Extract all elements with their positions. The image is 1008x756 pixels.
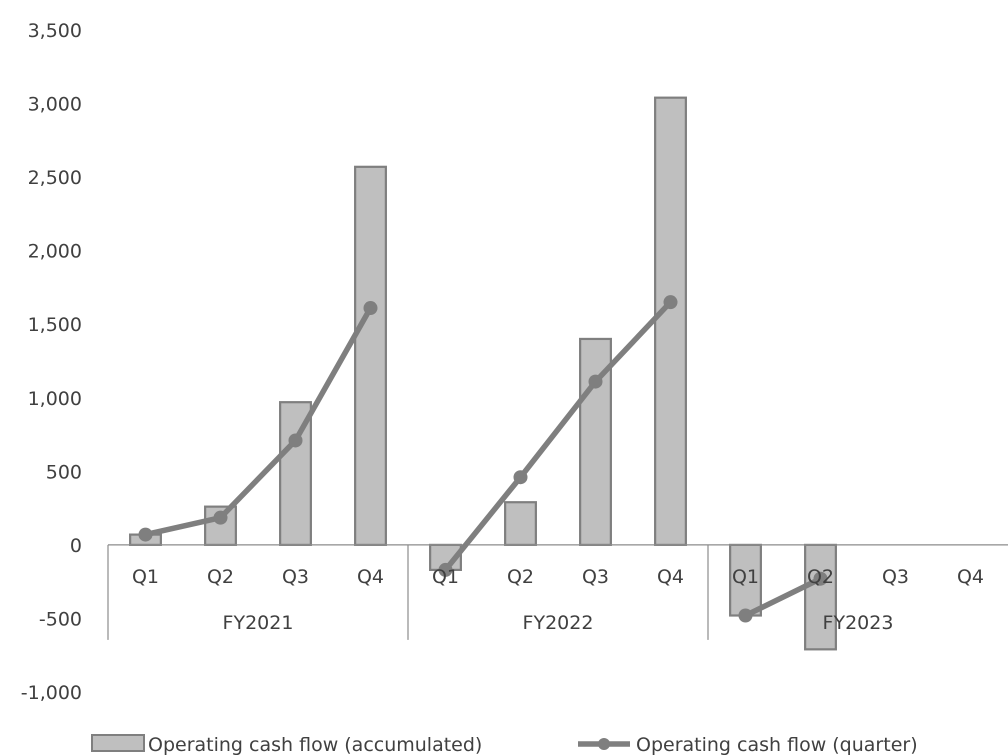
x-tick-label: Q1 — [132, 566, 159, 588]
x-tick-label: Q2 — [507, 566, 534, 588]
bar-accumulated — [354, 165, 387, 546]
legend-label-quarter: Operating cash flow (quarter) — [636, 734, 918, 756]
point-quarter — [213, 510, 228, 525]
point-quarter — [588, 374, 603, 389]
x-tick-label: Q2 — [207, 566, 234, 588]
y-tick-label: 0 — [70, 535, 82, 557]
y-tick-label: -500 — [39, 608, 82, 630]
point-quarter — [663, 295, 678, 310]
line-quarter — [442, 299, 674, 573]
y-tick-label: 2,000 — [28, 241, 82, 263]
bars — [129, 96, 837, 651]
x-axis — [107, 544, 1008, 640]
bar-accumulated — [654, 96, 687, 546]
legend: Operating cash flow (accumulated) Operati… — [91, 734, 918, 756]
line-quarter — [142, 305, 374, 538]
y-tick-label: 500 — [46, 461, 82, 483]
fiscal-year-label: FY2023 — [823, 612, 894, 634]
y-tick-label: 1,000 — [28, 388, 82, 410]
fiscal-year-label: FY2021 — [223, 612, 294, 634]
point-quarter — [288, 433, 303, 448]
x-tick-label: Q3 — [582, 566, 609, 588]
point-quarter — [813, 571, 828, 586]
y-tick-label: 1,500 — [28, 314, 82, 336]
point-quarter — [138, 527, 153, 542]
x-tick-label: Q3 — [882, 566, 909, 588]
x-tick-label: Q1 — [732, 566, 759, 588]
x-axis-labels: Q1 Q2 Q3 Q4 FY2021 Q1 Q2 Q3 Q4 FY2022 Q1 Q2 Q3 Q4 FY20… — [132, 566, 984, 634]
line-quarter — [742, 575, 824, 619]
point-quarter — [363, 301, 378, 316]
x-tick-label: Q4 — [357, 566, 384, 588]
legend-swatch-marker — [598, 738, 610, 750]
y-axis-labels: 3,500 3,000 2,500 2,000 1,500 1,000 500 0 -500 -1… — [21, 20, 82, 704]
x-tick-label: Q4 — [657, 566, 684, 588]
y-tick-label: -1,000 — [21, 682, 82, 704]
x-tick-label: Q2 — [807, 566, 834, 588]
fiscal-year-label: FY2022 — [523, 612, 594, 634]
bar-accumulated — [504, 501, 537, 546]
point-quarter — [438, 562, 453, 577]
y-tick-label: 2,500 — [28, 167, 82, 189]
point-quarter — [738, 608, 753, 623]
point-quarter — [513, 470, 528, 485]
x-tick-label: Q1 — [432, 566, 459, 588]
y-tick-label: 3,000 — [28, 94, 82, 116]
legend-swatch-bar — [91, 734, 145, 752]
bar-accumulated — [204, 505, 237, 546]
x-tick-label: Q3 — [282, 566, 309, 588]
legend-label-accumulated: Operating cash flow (accumulated) — [148, 734, 482, 756]
y-tick-label: 3,500 — [28, 20, 82, 42]
x-tick-label: Q4 — [957, 566, 984, 588]
bar-accumulated — [804, 543, 837, 651]
line-series — [138, 295, 828, 623]
